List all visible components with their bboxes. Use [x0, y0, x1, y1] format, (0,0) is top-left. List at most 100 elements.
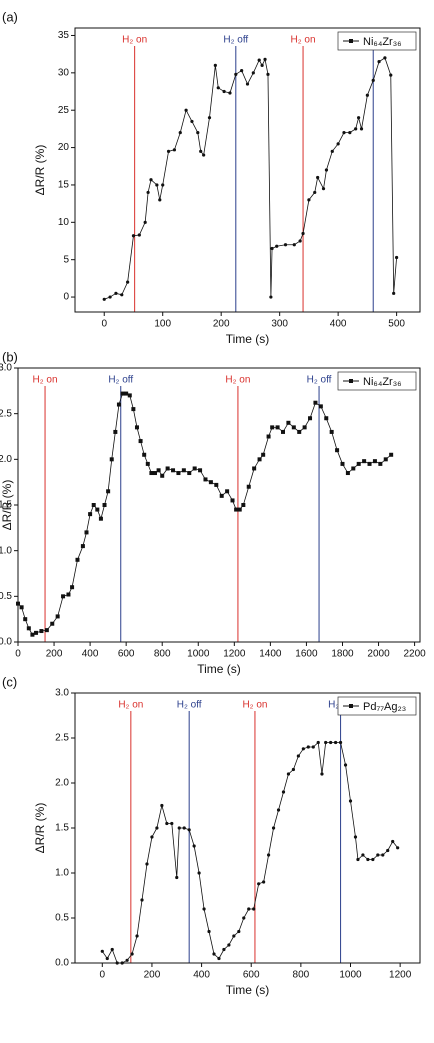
y-tick-label: 0.5	[0, 591, 12, 602]
x-tick-label: 1000	[339, 970, 362, 981]
data-point	[149, 471, 154, 476]
data-point	[130, 952, 134, 956]
data-point	[91, 503, 96, 507]
data-point	[187, 828, 191, 832]
data-point	[155, 826, 159, 830]
data-point	[321, 187, 326, 191]
data-point	[381, 853, 385, 857]
panel-label: (b)	[2, 349, 18, 364]
data-point	[95, 507, 100, 512]
x-tick-label: 800	[293, 970, 310, 981]
data-point	[257, 882, 261, 886]
legend-marker	[349, 379, 353, 383]
data-point	[207, 929, 211, 934]
data-point	[266, 434, 271, 439]
data-point	[275, 425, 280, 430]
y-tick-label: 30	[58, 67, 70, 78]
data-point	[131, 407, 136, 412]
data-point	[66, 592, 71, 597]
data-point	[260, 63, 264, 67]
data-line	[104, 57, 398, 300]
y-axis-label: ΔR/R (%)	[0, 480, 14, 531]
data-point	[291, 767, 296, 772]
data-point	[356, 461, 361, 466]
data-point	[354, 127, 358, 131]
data-point	[175, 875, 179, 880]
data-point	[338, 740, 343, 745]
x-tick-label: 1600	[295, 649, 318, 660]
data-point	[114, 291, 118, 295]
y-axis-label: ΔR/R (%)	[33, 803, 47, 854]
data-point	[320, 772, 324, 776]
panel-label: (c)	[2, 674, 17, 689]
y-tick-label: 0	[63, 292, 69, 303]
data-point	[213, 63, 217, 67]
y-tick-label: 10	[58, 217, 70, 228]
x-tick-label: 200	[46, 649, 63, 660]
data-point	[184, 108, 188, 112]
data-point	[127, 393, 132, 398]
data-point	[120, 293, 124, 297]
y-tick-label: 1.0	[55, 868, 69, 879]
x-tick-label: 400	[193, 970, 210, 981]
y-tick-label: 15	[58, 180, 70, 191]
data-point	[247, 907, 251, 911]
y-tick-label: 0.0	[0, 637, 12, 648]
x-tick-label: 0	[15, 649, 21, 660]
data-point	[212, 952, 216, 956]
panel-label: (a)	[2, 9, 18, 24]
y-tick-label: 0.5	[55, 913, 69, 924]
x-tick-label: 1200	[223, 649, 246, 660]
legend-label: Pd₇₇Ag₂₃	[363, 701, 406, 713]
data-point	[113, 429, 118, 434]
annotation-label: H₂ on	[122, 35, 147, 46]
legend-marker	[349, 39, 353, 43]
y-tick-label: 2.0	[0, 454, 12, 465]
data-point	[316, 740, 320, 745]
plot-frame	[17, 367, 421, 643]
data-point	[109, 457, 114, 462]
data-point	[378, 461, 383, 466]
data-point	[80, 544, 85, 549]
data-point	[176, 471, 181, 476]
data-point	[23, 617, 28, 622]
x-tick-label: 400	[82, 649, 99, 660]
data-point	[308, 416, 313, 421]
data-point	[102, 503, 107, 507]
x-axis-label: Time (s)	[197, 662, 241, 676]
data-point	[366, 857, 370, 862]
x-tick-label: 0	[100, 970, 106, 981]
annotation-label: H₂ off	[177, 700, 202, 711]
data-point	[222, 89, 226, 94]
data-point	[165, 821, 169, 826]
data-point	[353, 835, 358, 839]
data-point	[230, 498, 235, 503]
data-point	[142, 452, 147, 457]
data-point	[246, 484, 251, 489]
data-point	[283, 243, 288, 247]
x-tick-label: 400	[330, 319, 347, 330]
data-point	[252, 907, 256, 911]
data-point	[98, 516, 103, 521]
data-point	[156, 468, 161, 473]
data-point	[75, 557, 80, 562]
legend-box	[337, 371, 417, 391]
data-point	[228, 91, 232, 95]
x-tick-label: 200	[213, 319, 230, 330]
x-tick-label: 600	[243, 970, 260, 981]
x-tick-label: 1000	[187, 649, 210, 660]
data-point	[153, 471, 158, 476]
data-line	[101, 741, 398, 964]
data-point	[241, 503, 246, 507]
data-point	[145, 461, 150, 466]
data-point	[216, 86, 220, 90]
data-point	[155, 183, 159, 187]
data-point	[271, 826, 276, 830]
data-point	[160, 473, 165, 478]
y-tick-label: 1.5	[55, 823, 69, 834]
data-point	[165, 466, 170, 471]
data-point	[207, 116, 212, 120]
annotation-label: H₂ on	[118, 700, 143, 711]
data-point	[357, 116, 361, 120]
